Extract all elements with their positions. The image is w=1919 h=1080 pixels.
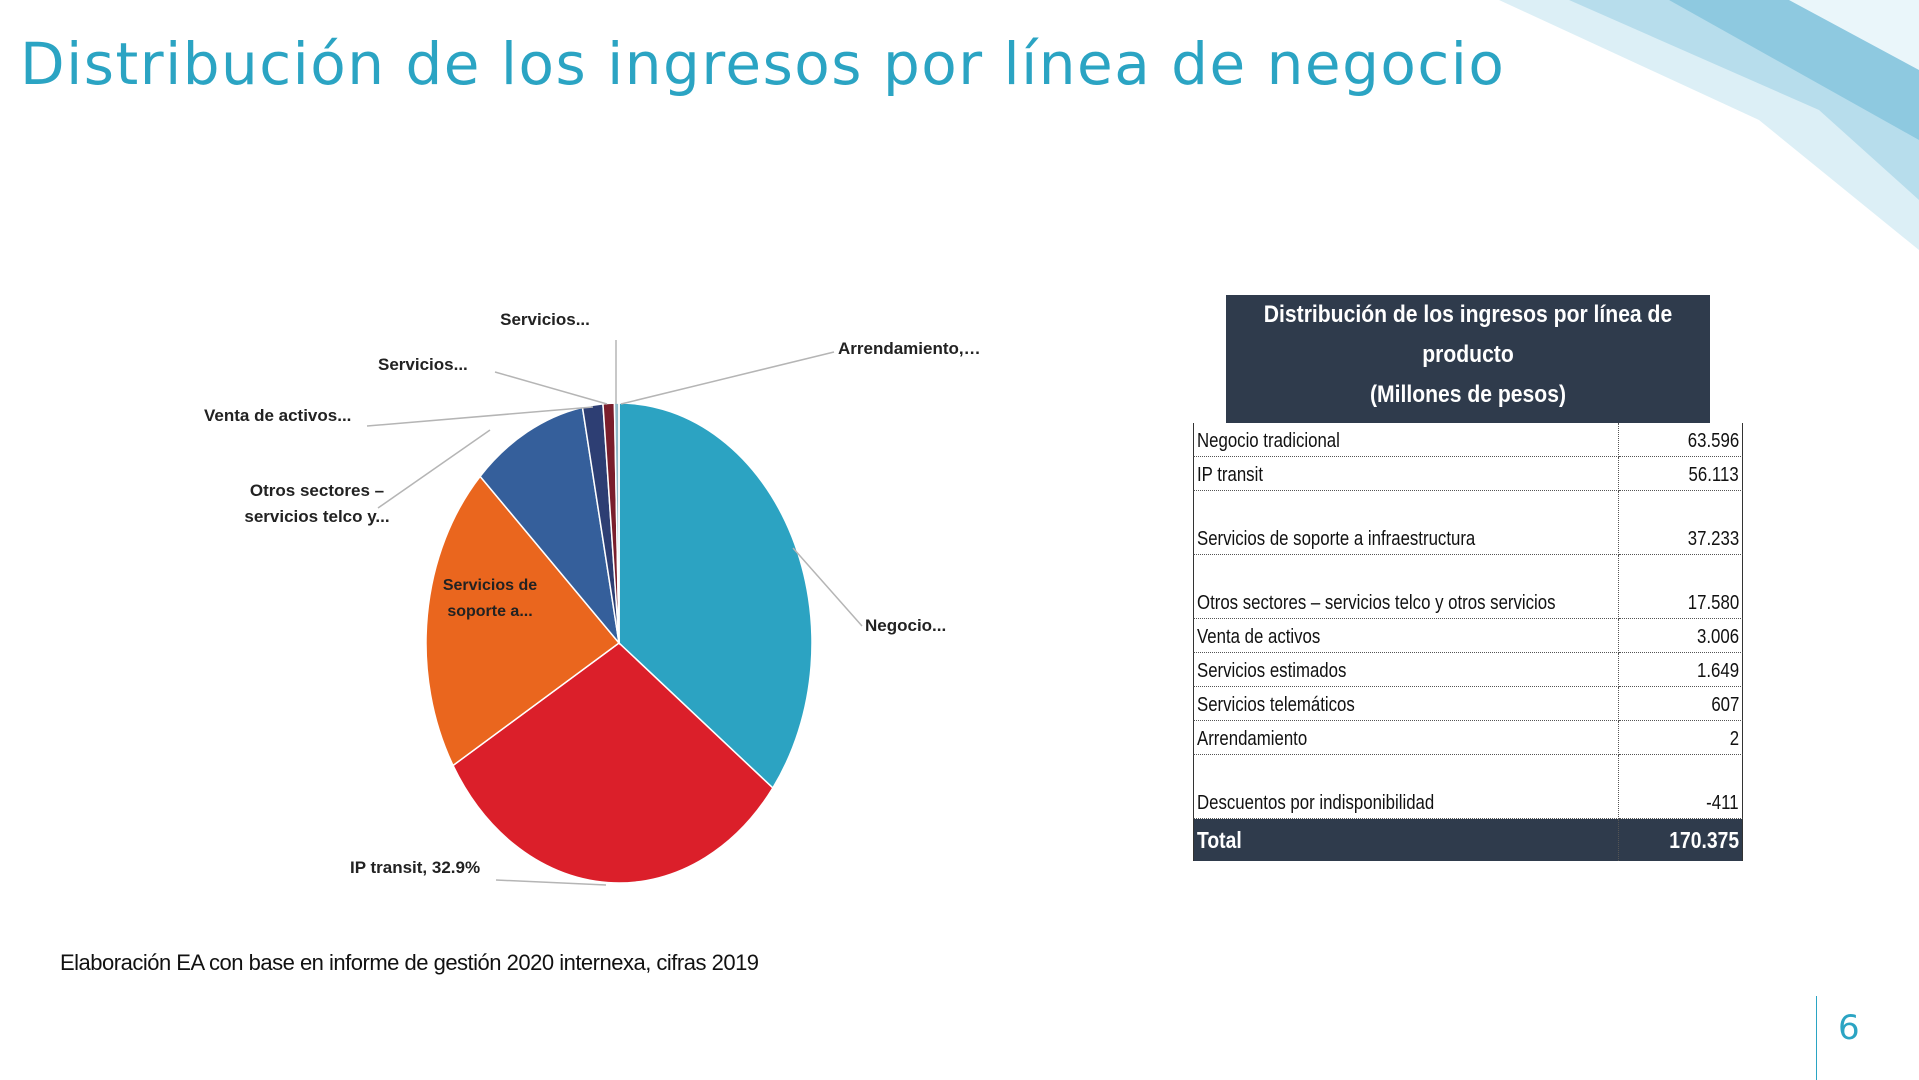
- leader-line: [495, 879, 607, 886]
- table-header: Distribución de los ingresos por línea d…: [1226, 295, 1710, 423]
- slice-label: Arrendamiento,…: [838, 339, 981, 358]
- slide-title: Distribución de los ingresos por línea d…: [20, 30, 1506, 98]
- table-title: Distribución de los ingresos por línea d…: [1263, 301, 1673, 368]
- table-total-value: 170.375: [1619, 819, 1743, 861]
- revenue-table: Distribución de los ingresos por línea d…: [1193, 295, 1743, 861]
- table-row-label: Arrendamiento: [1193, 721, 1619, 755]
- table-total-label: Total: [1193, 819, 1619, 861]
- table-row-value: 2: [1619, 721, 1743, 755]
- pie-chart: Negocio... IP transit, 32.9% Servicios de s…: [204, 310, 981, 886]
- slice-label: IP transit, 32.9%: [350, 858, 480, 877]
- slice-label: Servicios...: [500, 310, 590, 329]
- slice-label: Servicios...: [378, 355, 468, 374]
- slice-label: Otros sectores – servicios telco y...: [244, 481, 389, 526]
- corner-decoration: [1499, 0, 1919, 250]
- table-row-value: 3.006: [1619, 619, 1743, 653]
- leader-line: [377, 429, 491, 509]
- table-row-label: Servicios estimados: [1193, 653, 1619, 687]
- table-row-label: Otros sectores – servicios telco y otros…: [1193, 555, 1619, 619]
- pie-slice: [618, 402, 813, 790]
- slice-label: Negocio...: [865, 616, 946, 635]
- table-row-value: 1.649: [1619, 653, 1743, 687]
- pie-slice: [425, 475, 621, 767]
- leader-line: [620, 351, 835, 405]
- table-row-value: 63.596: [1619, 423, 1743, 457]
- slice-label: Servicios de soporte a...: [443, 577, 537, 620]
- page-number: 6: [1838, 1008, 1860, 1048]
- table-row-label: Venta de activos: [1193, 619, 1619, 653]
- table-row-label: Servicios de soporte a infraestructura: [1193, 491, 1619, 555]
- leader-line: [366, 406, 594, 427]
- table-row-label: IP transit: [1193, 457, 1619, 491]
- page-divider: [1816, 996, 1817, 1080]
- table-row-value: 607: [1619, 687, 1743, 721]
- slice-label: Venta de activos...: [204, 406, 351, 425]
- pie-slice: [452, 642, 774, 884]
- leader-line: [792, 547, 863, 627]
- table-row-label: Negocio tradicional: [1193, 423, 1619, 457]
- leader-line: [494, 371, 608, 405]
- table-row-value: 17.580: [1619, 555, 1743, 619]
- table-row-label: Descuentos por indisponibilidad: [1193, 755, 1619, 819]
- table-row-value: 37.233: [1619, 491, 1743, 555]
- table-subtitle: (Millones de pesos): [1370, 381, 1566, 408]
- table-row-value: -411: [1619, 755, 1743, 819]
- source-footnote: Elaboración EA con base en informe de ge…: [60, 950, 759, 975]
- table-row-label: Servicios telemáticos: [1193, 687, 1619, 721]
- table-row-value: 56.113: [1619, 457, 1743, 491]
